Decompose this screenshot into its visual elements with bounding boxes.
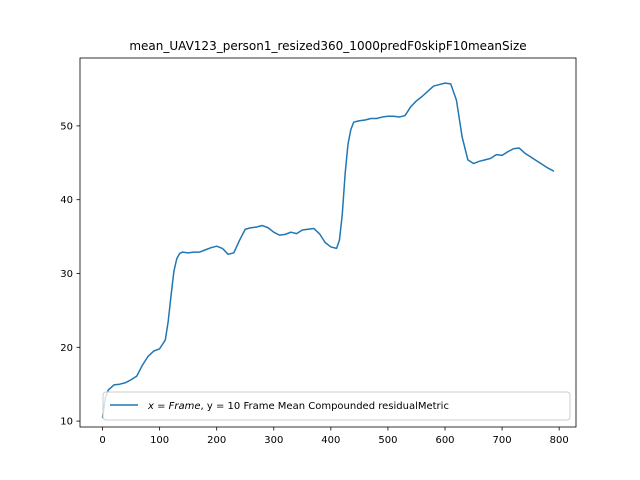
x-tick-label: 500 [378, 435, 397, 446]
legend-label: x = Frame, y = 10 Frame Mean Compounded … [147, 401, 449, 412]
legend-label-math: x = Frame [147, 401, 201, 412]
x-tick-label: 400 [321, 435, 340, 446]
y-tick-label: 10 [60, 417, 73, 428]
y-axis: 10 20 30 40 50 [60, 121, 80, 428]
y-tick-label: 40 [60, 195, 73, 206]
y-tick-label: 50 [60, 121, 73, 132]
x-tick-label: 200 [207, 435, 226, 446]
series-line-0 [101, 82, 555, 419]
axes-frame [79, 57, 577, 428]
x-tick-label: 700 [493, 435, 512, 446]
y-tick-label: 30 [60, 269, 73, 280]
plot-area [101, 82, 555, 419]
legend-label-rest: , y = 10 Frame Mean Compounded residualM… [201, 401, 449, 412]
x-tick-label: 800 [550, 435, 569, 446]
legend-box [102, 391, 571, 421]
x-tick-label: 0 [99, 435, 105, 446]
y-tick-label: 20 [60, 343, 73, 354]
x-tick-label: 600 [435, 435, 454, 446]
x-axis: 0 100 200 300 400 500 600 700 800 [99, 427, 569, 446]
x-tick-label: 300 [264, 435, 283, 446]
x-tick-label: 100 [150, 435, 169, 446]
chart-title: mean_UAV123_person1_resized360_1000predF… [129, 39, 526, 53]
legend: x = Frame, y = 10 Frame Mean Compounded … [102, 391, 571, 421]
